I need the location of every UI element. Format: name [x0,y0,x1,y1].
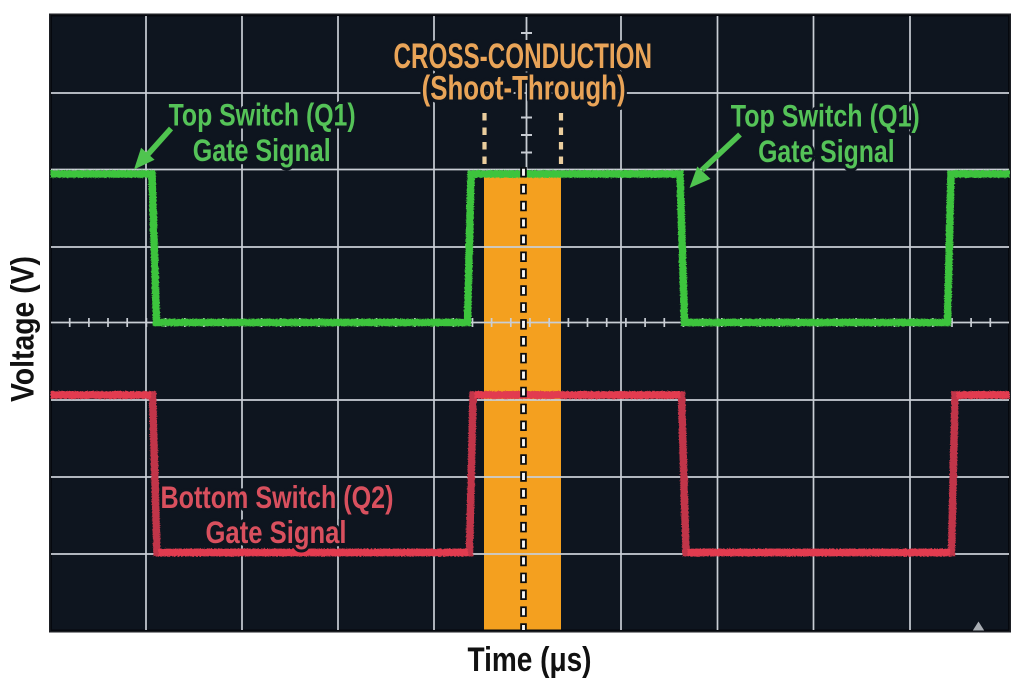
svg-text:Gate Signal: Gate Signal [758,133,895,169]
svg-text:Top Switch (Q1): Top Switch (Q1) [731,98,920,134]
svg-text:Top Switch (Q1): Top Switch (Q1) [169,97,356,133]
svg-text:Gate Signal: Gate Signal [193,132,331,168]
svg-text:CROSS-CONDUCTION: CROSS-CONDUCTION [394,37,653,76]
svg-text:(Shoot-Through): (Shoot-Through) [422,69,626,107]
svg-text:Voltage (V): Voltage (V) [5,256,41,402]
svg-text:Gate Signal: Gate Signal [206,514,347,550]
svg-text:Time (μs): Time (μs) [468,641,592,679]
svg-text:Bottom Switch (Q2): Bottom Switch (Q2) [161,479,394,515]
